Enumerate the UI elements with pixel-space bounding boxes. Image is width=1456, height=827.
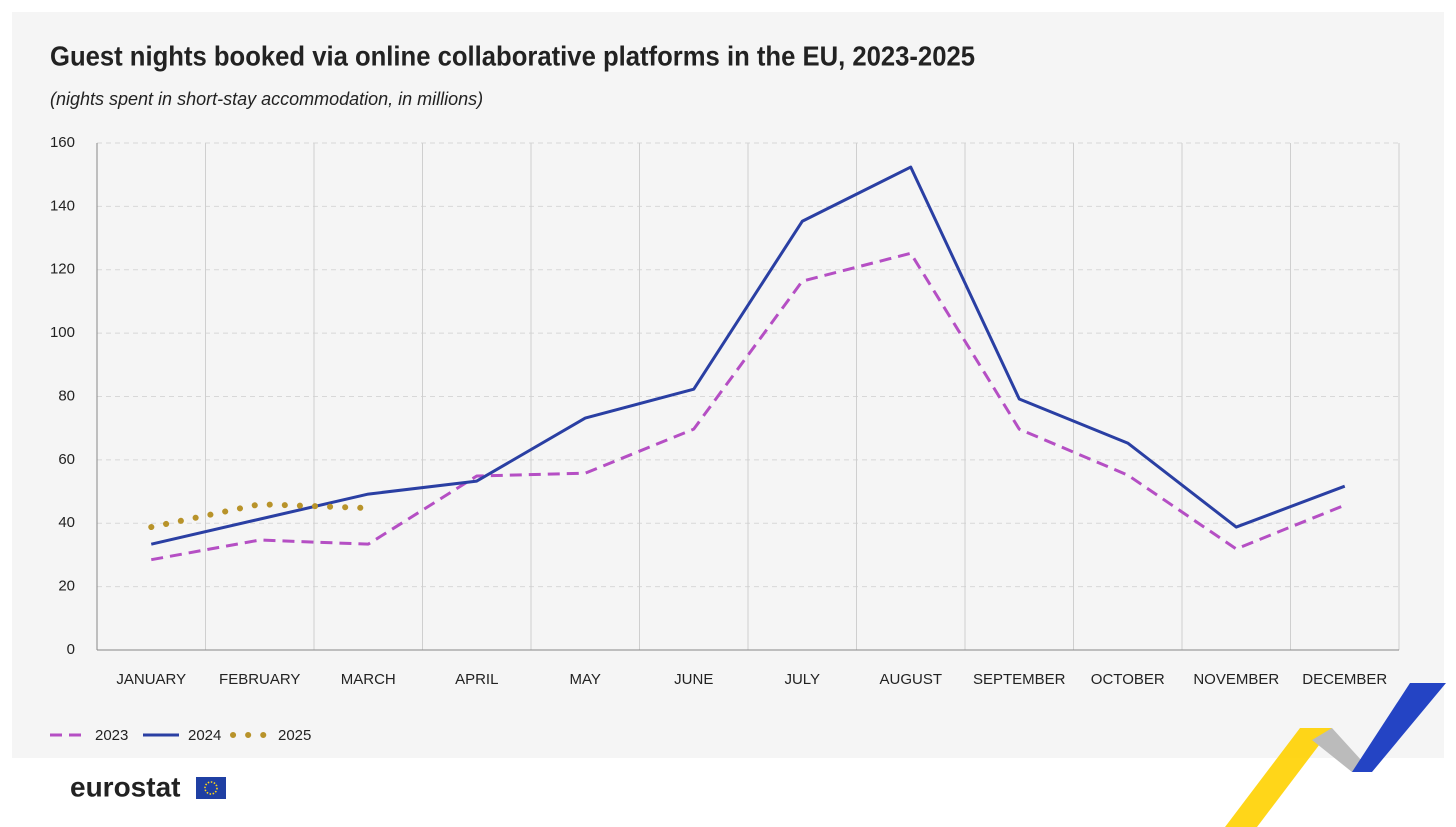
x-tick-label: FEBRUARY	[219, 671, 300, 688]
legend-label: 2024	[188, 727, 221, 744]
x-tick-label: NOVEMBER	[1193, 671, 1279, 688]
y-tick-label: 40	[58, 514, 75, 531]
y-tick-label: 20	[58, 578, 75, 595]
decor-blue	[1352, 683, 1446, 772]
eu-flag	[196, 777, 226, 799]
series-line	[150, 165, 1346, 546]
logo-text: eurostat	[70, 771, 180, 802]
y-tick-label: 100	[50, 324, 75, 341]
eu-stars	[204, 781, 218, 795]
y-tick-label: 160	[50, 134, 75, 151]
x-tick-label: DECEMBER	[1302, 671, 1387, 688]
y-tick-label: 0	[67, 641, 75, 658]
chart-subtitle: (nights spent in short-stay accommodatio…	[50, 89, 483, 109]
y-tick-label: 140	[50, 197, 75, 214]
y-tick-label: 120	[50, 261, 75, 278]
x-tick-label: MAY	[570, 671, 601, 688]
series-line	[148, 501, 372, 531]
legend-label: 2025	[278, 727, 311, 744]
x-tick-label: JULY	[784, 671, 820, 688]
series-line	[150, 251, 1346, 562]
x-tick-label: OCTOBER	[1091, 671, 1165, 688]
x-tick-label: AUGUST	[879, 671, 942, 688]
y-tick-label: 60	[58, 451, 75, 468]
x-tick-label: MARCH	[341, 671, 396, 688]
y-tick-label: 80	[58, 387, 75, 404]
x-tick-label: APRIL	[455, 671, 498, 688]
x-tick-label: JUNE	[674, 671, 713, 688]
legend-label: 2023	[95, 727, 128, 744]
chart-title: Guest nights booked via online collabora…	[50, 40, 975, 71]
x-tick-label: JANUARY	[116, 671, 186, 688]
panel	[12, 12, 1444, 758]
decor-gray	[1312, 728, 1372, 772]
decor-yellow	[1225, 728, 1332, 827]
x-tick-label: SEPTEMBER	[973, 671, 1066, 688]
